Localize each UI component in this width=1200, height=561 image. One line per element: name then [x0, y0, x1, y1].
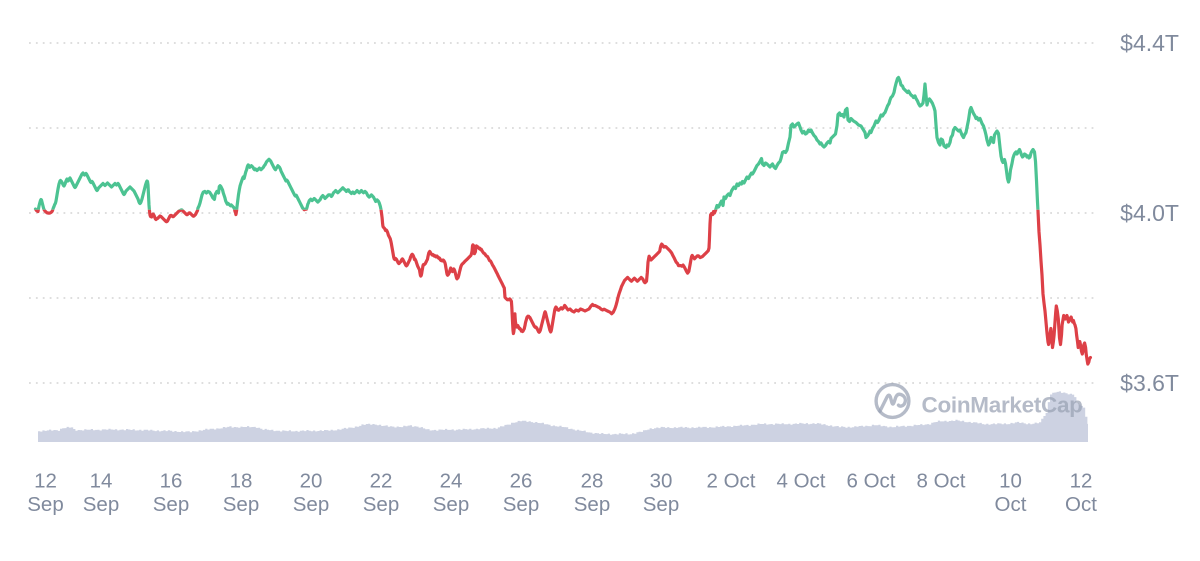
svg-text:24: 24 — [440, 470, 463, 493]
svg-text:8 Oct: 8 Oct — [917, 470, 966, 493]
svg-text:Sep: Sep — [223, 493, 259, 516]
svg-text:Sep: Sep — [293, 493, 329, 516]
svg-text:6 Oct: 6 Oct — [847, 470, 896, 493]
svg-text:$4.0T: $4.0T — [1120, 200, 1179, 226]
svg-text:CoinMarketCap: CoinMarketCap — [922, 392, 1083, 417]
svg-text:14: 14 — [90, 470, 113, 493]
svg-text:Oct: Oct — [1065, 493, 1097, 516]
svg-text:Oct: Oct — [995, 493, 1027, 516]
svg-text:2 Oct: 2 Oct — [707, 470, 756, 493]
svg-text:Sep: Sep — [574, 493, 610, 516]
svg-text:Sep: Sep — [643, 493, 679, 516]
svg-text:16: 16 — [160, 470, 183, 493]
svg-text:28: 28 — [581, 470, 604, 493]
svg-text:4 Oct: 4 Oct — [777, 470, 826, 493]
svg-text:26: 26 — [510, 470, 533, 493]
svg-text:Sep: Sep — [433, 493, 469, 516]
svg-text:10: 10 — [999, 470, 1022, 493]
svg-text:Sep: Sep — [503, 493, 539, 516]
svg-text:Sep: Sep — [153, 493, 189, 516]
svg-text:Sep: Sep — [83, 493, 119, 516]
svg-text:20: 20 — [300, 470, 323, 493]
svg-text:$4.4T: $4.4T — [1120, 30, 1179, 56]
svg-text:$3.6T: $3.6T — [1120, 370, 1179, 396]
svg-text:Sep: Sep — [27, 493, 63, 516]
svg-text:12: 12 — [34, 470, 57, 493]
svg-text:30: 30 — [650, 470, 673, 493]
svg-text:Sep: Sep — [363, 493, 399, 516]
svg-text:22: 22 — [370, 470, 393, 493]
svg-text:18: 18 — [230, 470, 253, 493]
svg-text:12: 12 — [1070, 470, 1093, 493]
